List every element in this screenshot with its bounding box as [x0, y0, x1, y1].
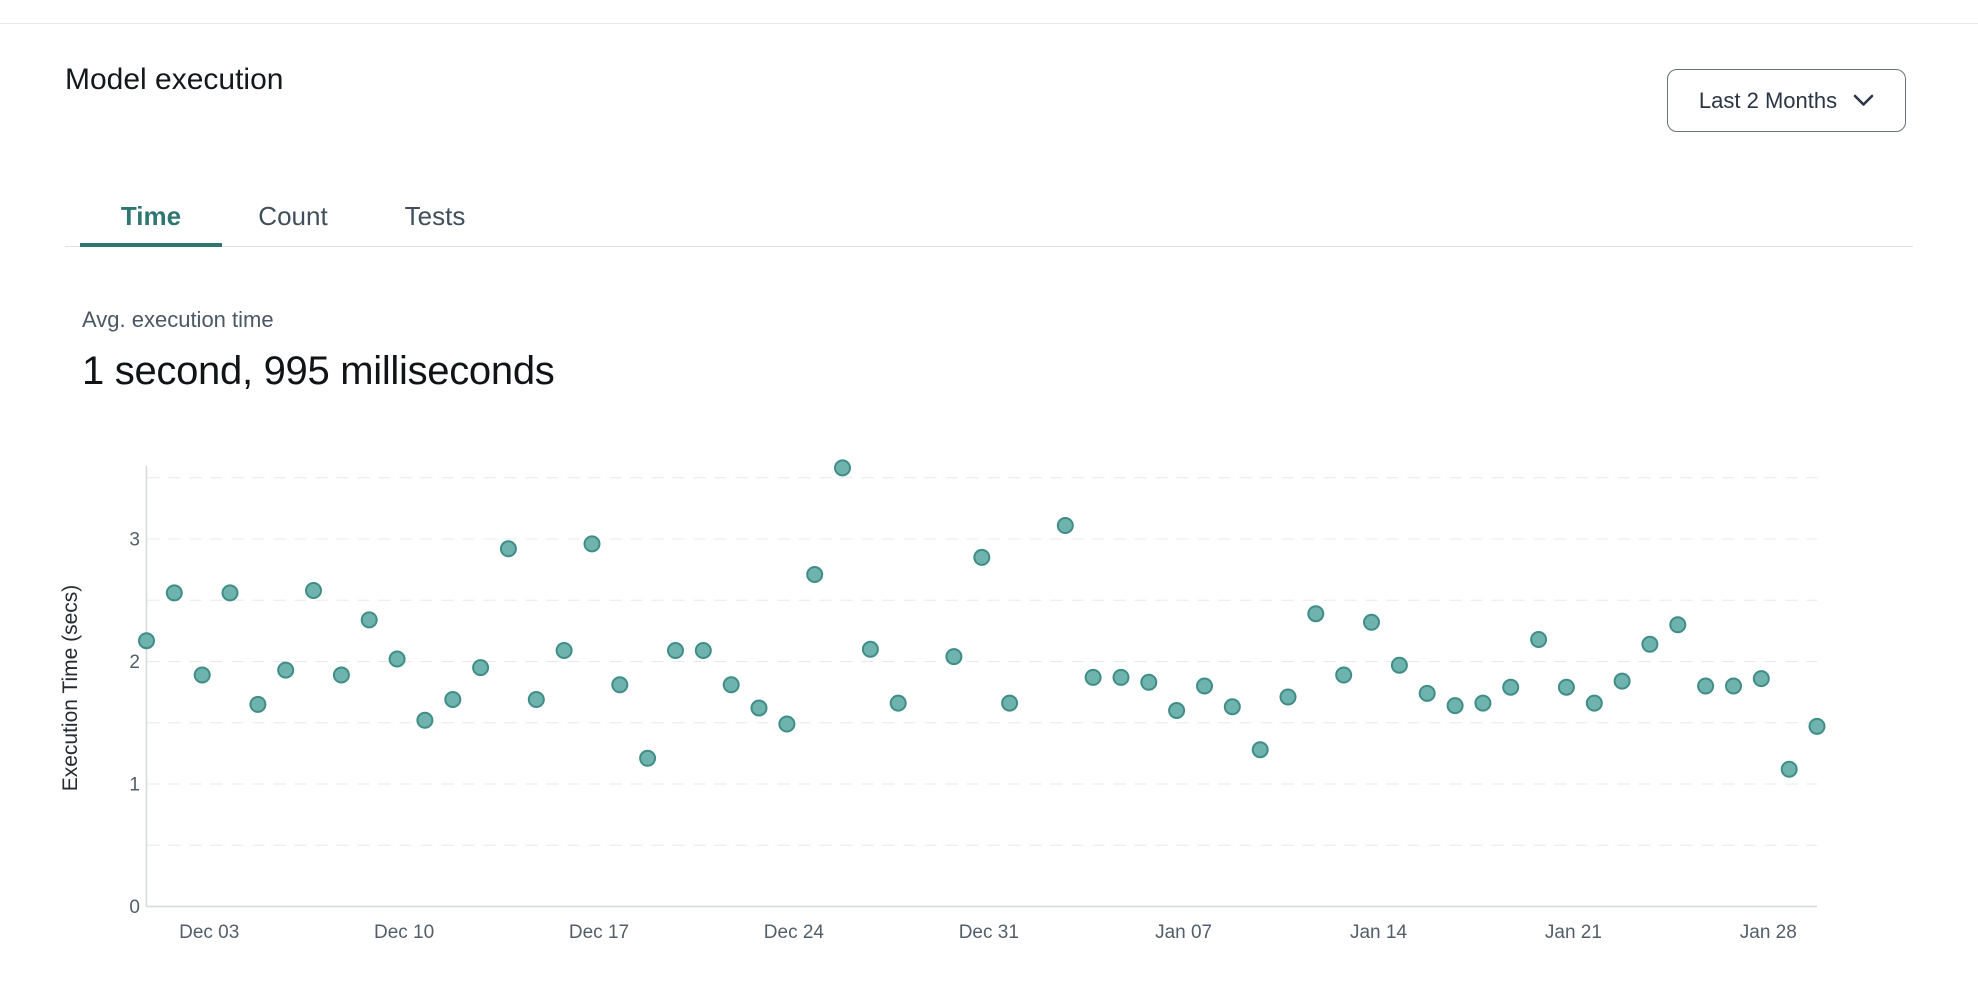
data-point: [1056, 517, 1074, 534]
x-tick-label: Jan 07: [1155, 922, 1212, 943]
data-point: [193, 666, 211, 684]
data-point: [1530, 631, 1548, 648]
data-point: [667, 642, 684, 659]
tab-time-label: Time: [120, 201, 182, 231]
data-point: [1251, 741, 1269, 759]
data-point: [249, 695, 267, 713]
y-tick-label: 0: [129, 897, 140, 918]
data-point: [1168, 702, 1186, 719]
y-tick-label: 2: [129, 652, 140, 673]
x-tick-label: Dec 03: [179, 922, 239, 943]
data-point: [1446, 697, 1464, 715]
data-point: [1140, 673, 1158, 691]
chevron-down-icon: [1853, 94, 1874, 107]
x-tick-label: Dec 31: [959, 922, 1019, 943]
data-point: [472, 659, 490, 677]
x-tick-label: Dec 24: [764, 922, 825, 943]
x-tick-label: Dec 10: [374, 922, 434, 943]
data-point: [499, 540, 517, 558]
data-point: [1390, 656, 1408, 674]
x-tick-label: Jan 14: [1350, 922, 1407, 943]
data-point: [834, 459, 851, 477]
data-point: [1585, 694, 1603, 712]
tab-count-label: Count: [258, 201, 328, 231]
data-point: [750, 699, 768, 717]
data-point: [138, 632, 155, 650]
time-range-dropdown[interactable]: Last 2 Months: [1667, 69, 1906, 132]
data-point: [1112, 668, 1130, 686]
y-tick-label: 1: [129, 775, 140, 796]
data-point: [444, 691, 462, 708]
data-point: [527, 691, 545, 708]
data-point: [277, 661, 295, 679]
data-point: [1641, 635, 1659, 653]
data-point: [360, 611, 378, 629]
data-point: [1669, 616, 1687, 634]
data-point: [1223, 698, 1241, 716]
data-point: [1084, 668, 1102, 686]
x-tick-label: Jan 28: [1740, 922, 1797, 943]
y-axis-title: Execution Time (secs): [59, 585, 82, 792]
tab-tests-label: Tests: [404, 201, 466, 231]
data-point: [1752, 670, 1770, 688]
data-point: [332, 666, 350, 684]
y-tick-label: 3: [129, 530, 140, 551]
data-point: [945, 648, 963, 666]
data-point: [1335, 666, 1353, 684]
data-point: [583, 535, 601, 553]
data-point: [416, 711, 434, 729]
avg-execution-time-label: Avg. execution time: [82, 307, 274, 332]
x-tick-label: Jan 21: [1545, 922, 1602, 943]
data-point: [1557, 678, 1575, 696]
data-point: [165, 584, 183, 602]
data-point: [555, 642, 573, 659]
tab-count[interactable]: Count: [222, 193, 364, 246]
data-point: [221, 584, 239, 602]
data-point: [1363, 613, 1380, 631]
data-point: [1502, 678, 1520, 696]
data-point: [722, 676, 740, 694]
avg-execution-time-value: 1 second, 995 milliseconds: [82, 349, 555, 393]
data-point: [889, 694, 907, 712]
data-point: [1725, 677, 1742, 695]
data-point: [1808, 717, 1826, 735]
data-point: [611, 676, 629, 694]
data-point: [1697, 677, 1715, 695]
data-point: [806, 566, 824, 583]
tab-time[interactable]: Time: [80, 193, 222, 247]
data-point: [305, 582, 322, 599]
data-point: [1418, 684, 1436, 702]
data-point: [1196, 677, 1213, 695]
time-range-value: Last 2 Months: [1698, 87, 1838, 113]
x-tick-label: Dec 17: [569, 922, 629, 943]
data-point: [639, 749, 657, 767]
data-point: [778, 715, 796, 733]
data-point: [1279, 688, 1297, 706]
data-point: [861, 640, 879, 658]
page-top-divider: [0, 23, 1978, 24]
data-point: [1307, 605, 1325, 623]
data-point: [1001, 694, 1019, 712]
data-point: [1474, 694, 1492, 712]
data-point: [1780, 760, 1798, 778]
tab-tests[interactable]: Tests: [364, 193, 506, 246]
data-point: [388, 650, 406, 668]
data-point: [1613, 672, 1631, 690]
tab-bar: Time Count Tests: [65, 193, 1913, 247]
data-point: [973, 548, 991, 566]
execution-time-chart: 0 1 2 3 Dec 03 Dec 10 Dec 17 Dec 24 Dec 31 Jan 07…: [59, 459, 1826, 943]
page-title: Model execution: [65, 63, 284, 96]
data-point: [694, 642, 712, 659]
